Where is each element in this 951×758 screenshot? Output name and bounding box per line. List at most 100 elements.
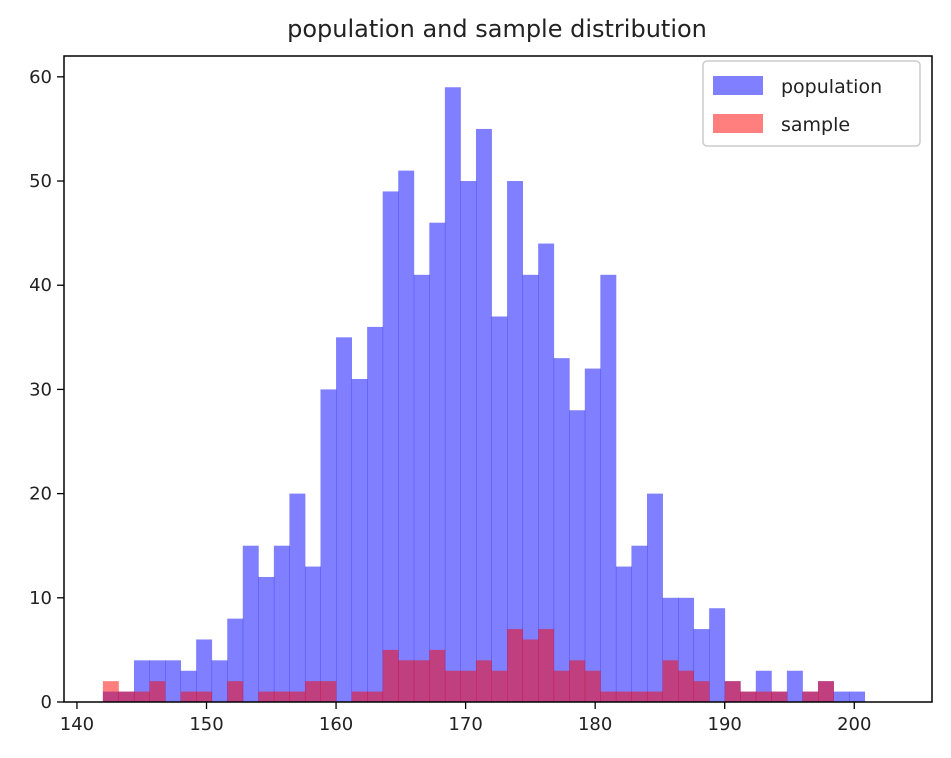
- plot-frame: [63, 55, 933, 703]
- population-bar: [709, 608, 726, 702]
- sample-bar: [320, 681, 337, 702]
- population-bar: [413, 274, 430, 702]
- sample-bar: [413, 660, 430, 702]
- population-bar: [600, 274, 617, 702]
- axes-layer: 140 150 160 170 180 190 200 0 10 20 30 40 50 60: [29, 55, 933, 735]
- sample-bar: [304, 681, 321, 702]
- y-tick-label: 10: [29, 588, 52, 609]
- sample-bar: [631, 691, 648, 702]
- population-bar: [507, 181, 524, 702]
- sample-bar: [227, 681, 244, 702]
- population-bar: [584, 368, 601, 702]
- population-bar: [491, 316, 508, 702]
- sample-bar: [646, 691, 663, 702]
- population-bar: [538, 243, 555, 703]
- sample-bar: [133, 691, 150, 702]
- chart-title: population and sample distribution: [287, 15, 707, 43]
- population-bar: [849, 691, 866, 702]
- population-bar: [382, 191, 399, 702]
- legend-label-population: population: [781, 76, 882, 98]
- legend-label-sample: sample: [781, 114, 850, 136]
- population-bar: [522, 274, 539, 702]
- sample-bar: [662, 660, 679, 702]
- population-bar: [351, 379, 368, 702]
- population-bar: [165, 660, 181, 702]
- sample-bar: [429, 649, 446, 702]
- x-tick-label: 180: [578, 714, 612, 735]
- population-bar: [553, 358, 570, 702]
- sample-bar: [600, 691, 617, 702]
- x-tick-label: 170: [448, 714, 482, 735]
- population-bar: [460, 181, 477, 702]
- sample-bar: [102, 681, 119, 702]
- sample-bar: [491, 670, 508, 702]
- sample-bar: [802, 691, 819, 702]
- population-bar: [631, 545, 648, 702]
- population-bar: [786, 670, 803, 702]
- sample-bar: [569, 660, 586, 702]
- sample-bar: [398, 660, 415, 702]
- sample-bar: [553, 670, 570, 702]
- sample-bar: [289, 691, 306, 702]
- sample-bar: [507, 629, 524, 702]
- sample-bar: [817, 681, 834, 702]
- sample-bar: [382, 649, 399, 702]
- population-bar: [196, 639, 213, 702]
- sample-bar: [538, 629, 555, 702]
- x-tick-label: 200: [837, 714, 871, 735]
- sample-bar: [584, 670, 601, 702]
- sample-bar: [444, 670, 461, 702]
- y-tick-label: 60: [29, 67, 52, 88]
- x-tick-label: 150: [189, 714, 223, 735]
- population-bar: [833, 691, 850, 702]
- sample-bar: [693, 681, 710, 702]
- population-bar: [304, 566, 321, 702]
- sample-bar: [678, 670, 695, 702]
- y-tick-label: 50: [29, 171, 52, 192]
- bars-layer: [102, 87, 866, 703]
- sample-bar: [196, 691, 213, 702]
- population-bar: [320, 389, 337, 702]
- population-bar: [615, 566, 632, 702]
- x-tick-label: 190: [708, 714, 742, 735]
- x-tick-label: 160: [319, 714, 353, 735]
- population-bar: [273, 545, 290, 702]
- y-tick-label: 20: [29, 484, 52, 505]
- sample-bar: [615, 691, 632, 702]
- series-population: [102, 87, 866, 703]
- sample-bar: [522, 639, 539, 702]
- y-tick-label: 30: [29, 379, 52, 400]
- sample-bar: [771, 691, 788, 702]
- sample-bar: [180, 691, 197, 702]
- population-bar: [367, 326, 384, 702]
- sample-bar: [258, 691, 275, 702]
- legend-swatch-population: [713, 76, 763, 95]
- sample-bar: [724, 681, 741, 702]
- population-bar: [242, 545, 259, 702]
- population-bar: [289, 493, 306, 702]
- sample-bar: [460, 670, 477, 702]
- x-tick-label: 140: [60, 714, 94, 735]
- sample-bar: [740, 691, 757, 702]
- population-bar: [475, 128, 492, 702]
- sample-bar: [149, 681, 166, 702]
- legend-swatch-sample: [713, 114, 763, 133]
- series-sample: [102, 629, 834, 702]
- sample-bar: [755, 691, 772, 702]
- population-bar: [398, 170, 415, 703]
- population-bar: [336, 337, 353, 702]
- population-bar: [569, 410, 586, 702]
- sample-bar: [118, 691, 135, 702]
- y-tick-label: 40: [29, 275, 52, 296]
- sample-bar: [273, 691, 290, 702]
- legend: population sample: [702, 60, 921, 147]
- population-bar: [646, 493, 663, 702]
- population-bar: [258, 576, 275, 702]
- population-bar: [211, 660, 228, 702]
- y-tick-label: 0: [41, 692, 52, 713]
- sample-bar: [367, 691, 384, 702]
- population-bar: [429, 222, 446, 702]
- sample-bar: [351, 691, 368, 702]
- population-bar: [444, 87, 461, 702]
